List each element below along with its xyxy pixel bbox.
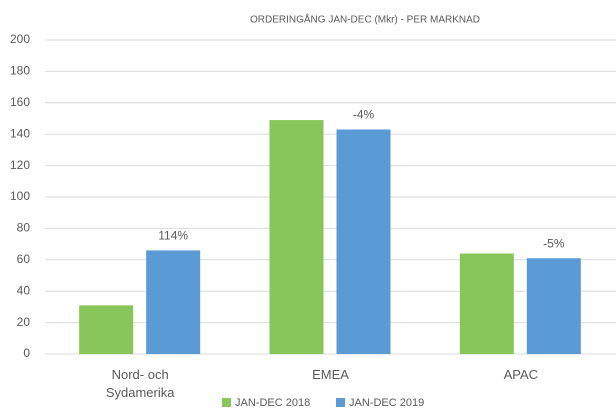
legend-swatch bbox=[222, 398, 231, 407]
chart-title: ORDERINGÅNG JAN-DEC (Mkr) - PER MARKNAD bbox=[250, 13, 480, 26]
legend-label: JAN-DEC 2019 bbox=[349, 397, 424, 409]
y-tick-label: 40 bbox=[17, 283, 31, 297]
y-tick-label: 60 bbox=[17, 252, 31, 266]
bar bbox=[526, 258, 581, 354]
bar bbox=[336, 129, 391, 354]
y-tick-label: 20 bbox=[17, 315, 31, 329]
bar bbox=[269, 120, 324, 354]
y-tick-label: 180 bbox=[10, 64, 30, 78]
y-tick-label: 0 bbox=[23, 346, 30, 360]
y-tick-label: 120 bbox=[10, 158, 30, 172]
x-tick-label: EMEA bbox=[312, 367, 349, 382]
y-tick-label: 200 bbox=[10, 32, 30, 46]
legend-label: JAN-DEC 2018 bbox=[235, 397, 310, 409]
annotation: -5% bbox=[543, 236, 565, 250]
annotation: -4% bbox=[353, 108, 375, 122]
y-tick-label: 100 bbox=[10, 189, 30, 203]
bar bbox=[146, 250, 201, 354]
y-tick-label: 140 bbox=[10, 126, 30, 140]
annotation: 114% bbox=[158, 229, 188, 243]
legend-swatch bbox=[336, 398, 345, 407]
x-tick-label: Nord- och Sydamerika bbox=[105, 367, 175, 400]
y-tick-label: 160 bbox=[10, 95, 30, 109]
y-tick-label: 80 bbox=[17, 221, 31, 235]
bar bbox=[459, 253, 514, 354]
x-tick-label: APAC bbox=[503, 367, 539, 382]
bar bbox=[79, 305, 134, 354]
